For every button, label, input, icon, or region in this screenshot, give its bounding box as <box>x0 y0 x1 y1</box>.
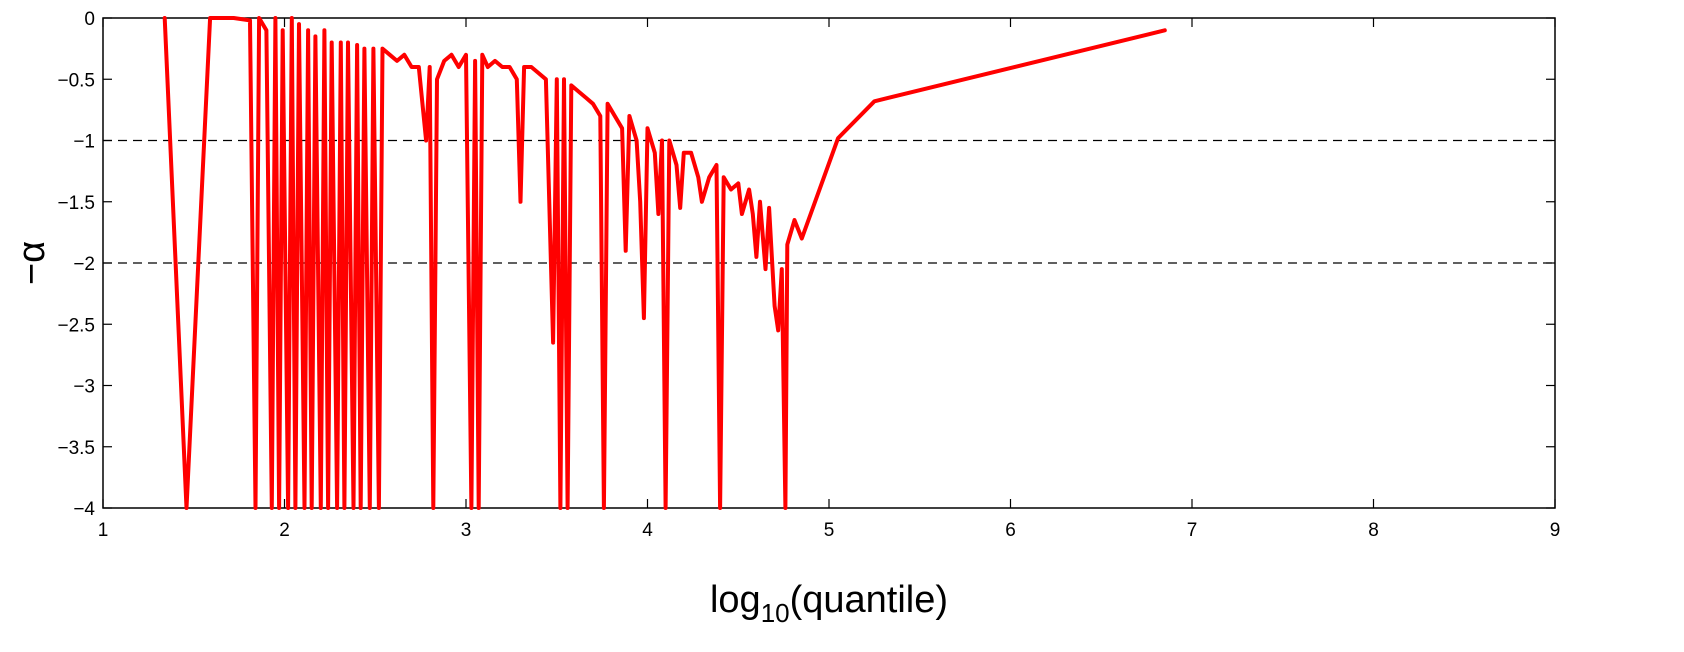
series-layer <box>162 16 1167 510</box>
y-axis-label: −α <box>11 241 53 285</box>
x-axis-label-base: log <box>710 579 761 621</box>
x-tick-label: 1 <box>98 520 109 541</box>
x-tick-label: 6 <box>1005 520 1016 541</box>
y-tick-label: −1.5 <box>57 193 95 214</box>
y-tick-label: −3.5 <box>57 438 95 459</box>
x-tick-label: 3 <box>461 520 472 541</box>
y-tick-label: 0 <box>84 9 95 30</box>
y-tick-label: −2.5 <box>57 315 95 336</box>
x-axis-label-rest: (quantile) <box>790 579 948 621</box>
y-tick-label: −0.5 <box>57 70 95 91</box>
y-tick-label: −4 <box>73 499 95 520</box>
y-tick-label: −3 <box>73 377 95 398</box>
x-tick-label: 2 <box>279 520 290 541</box>
x-tick-label: 8 <box>1368 520 1379 541</box>
y-tick-label: −2 <box>73 254 95 275</box>
x-axis-label: log10(quantile) <box>710 579 948 628</box>
axis-ticks <box>102 17 1556 509</box>
x-tick-label: 5 <box>824 520 835 541</box>
series-line-1 <box>162 16 1167 510</box>
y-tick-label: −1 <box>73 132 95 153</box>
x-tick-label: 7 <box>1187 520 1198 541</box>
y-tick-labels: 0 −0.5 −1 −1.5 −2 −2.5 −3 −3.5 −4 <box>57 9 95 520</box>
x-tick-labels: 1 2 3 4 5 6 7 8 9 <box>98 520 1561 541</box>
x-tick-label: 4 <box>642 520 653 541</box>
x-tick-label: 9 <box>1550 520 1561 541</box>
x-axis-label-subscript: 10 <box>761 598 790 628</box>
